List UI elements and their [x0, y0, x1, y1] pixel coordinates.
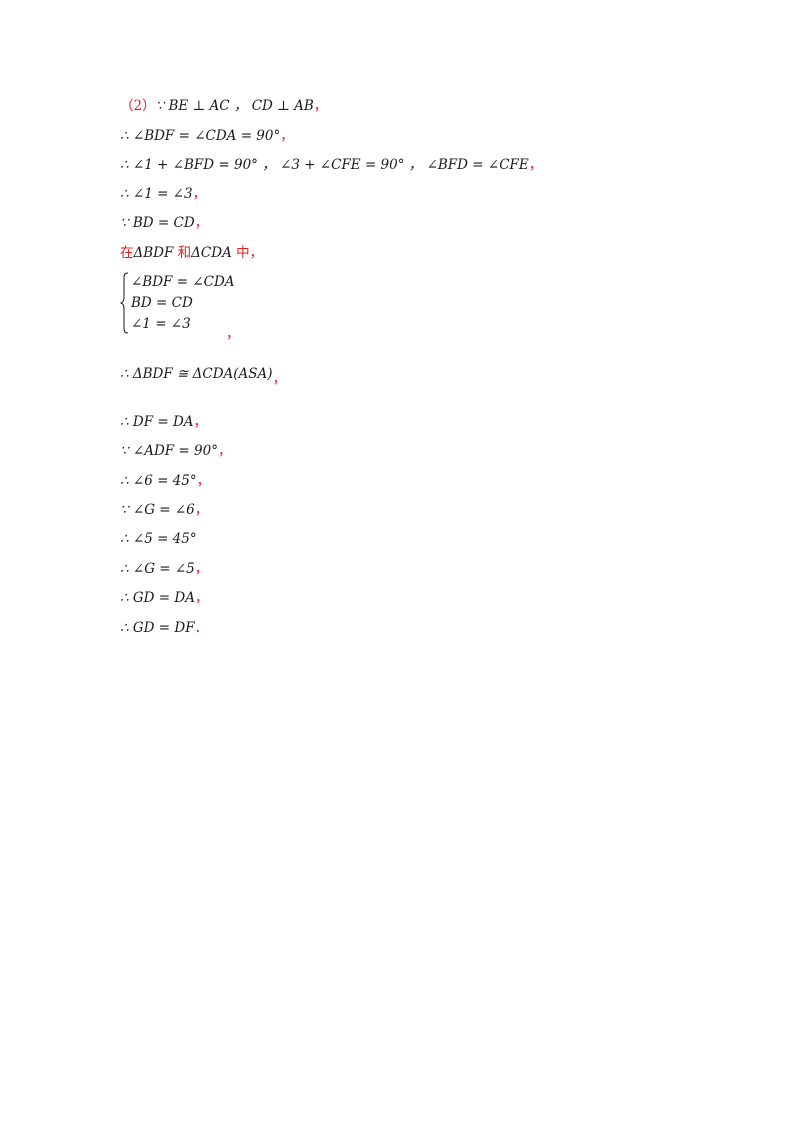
proof-line-1: （2）∵ BE ⊥ AC ， CD ⊥ AB，	[120, 97, 327, 115]
proof-line-3: ∴ ∠1 + ∠BFD = 90° ， ∠3 + ∠CFE = 90° ， ∠B…	[120, 156, 542, 174]
punctuation: ，	[280, 128, 294, 144]
statement: ∴ ∠5 = 45°	[120, 531, 197, 547]
punctuation: ，	[194, 561, 209, 577]
proof-line-11: ∵ ∠G = ∠6，	[120, 501, 208, 519]
proof-line-8: ∴ DF = DA，	[120, 413, 207, 431]
punctuation: ，	[272, 371, 287, 387]
proof-line-10: ∴ ∠6 = 45°，	[120, 472, 210, 490]
punctuation: ，	[194, 215, 209, 231]
proof-line-6: 在ΔBDF 和ΔCDA 中，	[120, 244, 263, 262]
statement: ∴ GD = DF	[120, 620, 195, 636]
statement: ∴ GD = DA	[120, 590, 195, 606]
statement: ∵ ∠G = ∠6	[120, 502, 195, 518]
system-trailing-comma: ，	[226, 326, 240, 342]
proof-line-13: ∴ ∠G = ∠5，	[120, 560, 208, 578]
triangle-2: ΔCDA	[191, 245, 232, 261]
statement: ∵ BE ⊥ AC ， CD ⊥ AB	[155, 98, 314, 114]
statement: ∵ ∠ADF = 90°	[120, 443, 218, 459]
proof-line-9: ∵ ∠ADF = 90°，	[120, 442, 231, 460]
statement: ∴ ∠BDF = ∠CDA = 90°	[120, 128, 281, 144]
proof-line-14: ∴ GD = DA，	[120, 589, 208, 607]
statement: ∴ ∠G = ∠5	[120, 561, 195, 577]
system-row-3: ∠1 = ∠3	[131, 316, 191, 332]
punctuation: ，	[194, 502, 209, 518]
statement: ∵ BD = CD	[120, 215, 195, 231]
system-row-1: ∠BDF = ∠CDA	[131, 274, 235, 290]
proof-line-7: ∴ ΔBDF ≅ ΔCDA(ASA)，	[120, 365, 286, 387]
triangle-1: ΔBDF	[133, 245, 174, 261]
and-label: 和	[177, 245, 192, 261]
punctuation: ，	[313, 98, 328, 114]
proof-line-4: ∴ ∠1 = ∠3，	[120, 185, 206, 203]
punctuation: ．	[194, 620, 209, 636]
statement: ∴ ∠6 = 45°	[120, 473, 197, 489]
punctuation: ，	[528, 157, 543, 173]
punctuation: ，	[192, 186, 207, 202]
proof-line-2: ∴ ∠BDF = ∠CDA = 90°，	[120, 127, 294, 145]
statement: ∴ ∠1 + ∠BFD = 90° ， ∠3 + ∠CFE = 90° ， ∠B…	[120, 157, 529, 173]
punctuation: ，	[193, 414, 208, 430]
left-brace-icon	[120, 272, 129, 334]
in-label: 在	[120, 245, 134, 261]
punctuation: ，	[217, 443, 232, 459]
punctuation: ，	[196, 473, 211, 489]
statement: ∴ ΔBDF ≅ ΔCDA(ASA)	[120, 366, 273, 382]
proof-line-5: ∵ BD = CD，	[120, 214, 208, 232]
mid-label: 中，	[236, 245, 264, 261]
proof-line-12: ∴ ∠5 = 45°	[120, 530, 197, 548]
statement: ∴ ∠1 = ∠3	[120, 186, 193, 202]
part-number: （2）	[120, 98, 156, 114]
statement: ∴ DF = DA	[120, 414, 194, 430]
equation-system: ∠BDF = ∠CDA BD = CD ∠1 = ∠3	[120, 272, 320, 338]
proof-line-15: ∴ GD = DF．	[120, 619, 208, 637]
punctuation: ，	[194, 590, 209, 606]
system-row-2: BD = CD	[131, 295, 193, 311]
